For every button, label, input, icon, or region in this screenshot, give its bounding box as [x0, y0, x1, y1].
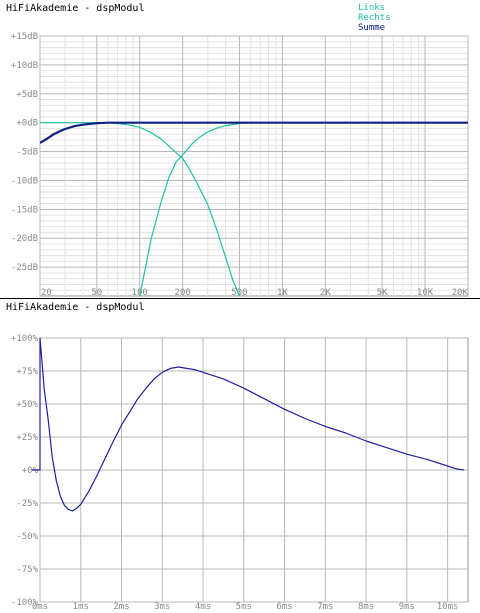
y-tick-label: +0dB — [16, 119, 38, 129]
x-tick-label: 5ms — [236, 602, 252, 612]
y-tick-label: -15dB — [11, 205, 38, 215]
y-tick-label: -25% — [16, 499, 38, 509]
series-line-links — [40, 122, 240, 296]
x-tick-label: 3ms — [154, 602, 170, 612]
x-tick-label: 50 — [91, 288, 102, 298]
x-tick-label: 9ms — [399, 602, 415, 612]
x-tick-label: 5K — [377, 288, 388, 298]
x-tick-label: 2ms — [113, 602, 129, 612]
y-tick-label: -100% — [11, 598, 39, 608]
series-line-summe — [40, 121, 468, 144]
x-tick-label: 8ms — [358, 602, 374, 612]
x-tick-label: 7ms — [317, 602, 333, 612]
y-tick-label: +50% — [16, 400, 38, 410]
y-tick-label: -20dB — [11, 234, 38, 244]
impulse-response-panel: HiFiAkademie - dspModul 0ms 1ms 2ms 3ms 4ms 5… — [0, 298, 480, 613]
y-axis-labels: +100% +75% +50% +25% +0% -25% -50% -75% -100% — [11, 334, 39, 608]
chart-title: HiFiAkademie - dspModul — [6, 302, 144, 313]
x-tick-label: 500 — [231, 288, 247, 298]
x-tick-label: 10ms — [437, 602, 459, 612]
series — [32, 337, 464, 512]
y-tick-label: +5dB — [16, 90, 38, 100]
y-tick-label: -5dB — [16, 148, 38, 158]
y-tick-label: -50% — [16, 532, 38, 542]
x-tick-label: 1K — [277, 288, 288, 298]
y-tick-label: +25% — [16, 433, 38, 443]
frequency-response-panel: HiFiAkademie - dspModul Links Rechts Summe… — [0, 0, 480, 298]
y-tick-label: +100% — [11, 334, 39, 344]
series — [40, 121, 468, 296]
impulse-series-line — [32, 337, 464, 512]
frequency-response-chart: HiFiAkademie - dspModul LinksRechtsSumme… — [6, 3, 469, 298]
grid — [39, 35, 469, 296]
y-axis-labels: +15dB +10dB +5dB +0dB -5dB -10dB -15dB -20dB -25… — [11, 32, 38, 273]
chart-title: HiFiAkademie - dspModul — [6, 3, 144, 14]
plot-area — [39, 35, 469, 297]
series-line-rechts — [139, 122, 468, 296]
x-tick-label: 6ms — [276, 602, 292, 612]
y-tick-label: +0% — [22, 466, 39, 476]
y-tick-label: -10dB — [11, 176, 38, 186]
y-tick-label: -75% — [16, 565, 38, 575]
legend-entry: Rechts — [358, 13, 391, 23]
impulse-response-chart: HiFiAkademie - dspModul 0ms 1ms 2ms 3ms 4ms 5… — [0, 298, 480, 612]
grid — [39, 337, 468, 603]
legend-entry: Summe — [358, 23, 385, 33]
y-tick-label: -25dB — [11, 263, 38, 273]
y-tick-label: +15dB — [11, 32, 38, 42]
x-tick-label: 200 — [175, 288, 191, 298]
legend-entry: Links — [358, 3, 385, 13]
x-tick-label: 1ms — [73, 602, 89, 612]
y-tick-label: +10dB — [11, 61, 38, 71]
x-axis-labels: 0ms 1ms 2ms 3ms 4ms 5ms 6ms 7ms 8ms 9ms 10ms — [32, 602, 459, 612]
y-tick-label: +75% — [16, 367, 38, 377]
x-tick-label: 0ms — [32, 602, 48, 612]
x-tick-label: 4ms — [195, 602, 211, 612]
x-tick-label: 20K — [452, 288, 469, 298]
x-tick-label: 2K — [320, 288, 331, 298]
x-tick-label: 10K — [417, 288, 434, 298]
x-tick-label: 20 — [41, 288, 52, 298]
